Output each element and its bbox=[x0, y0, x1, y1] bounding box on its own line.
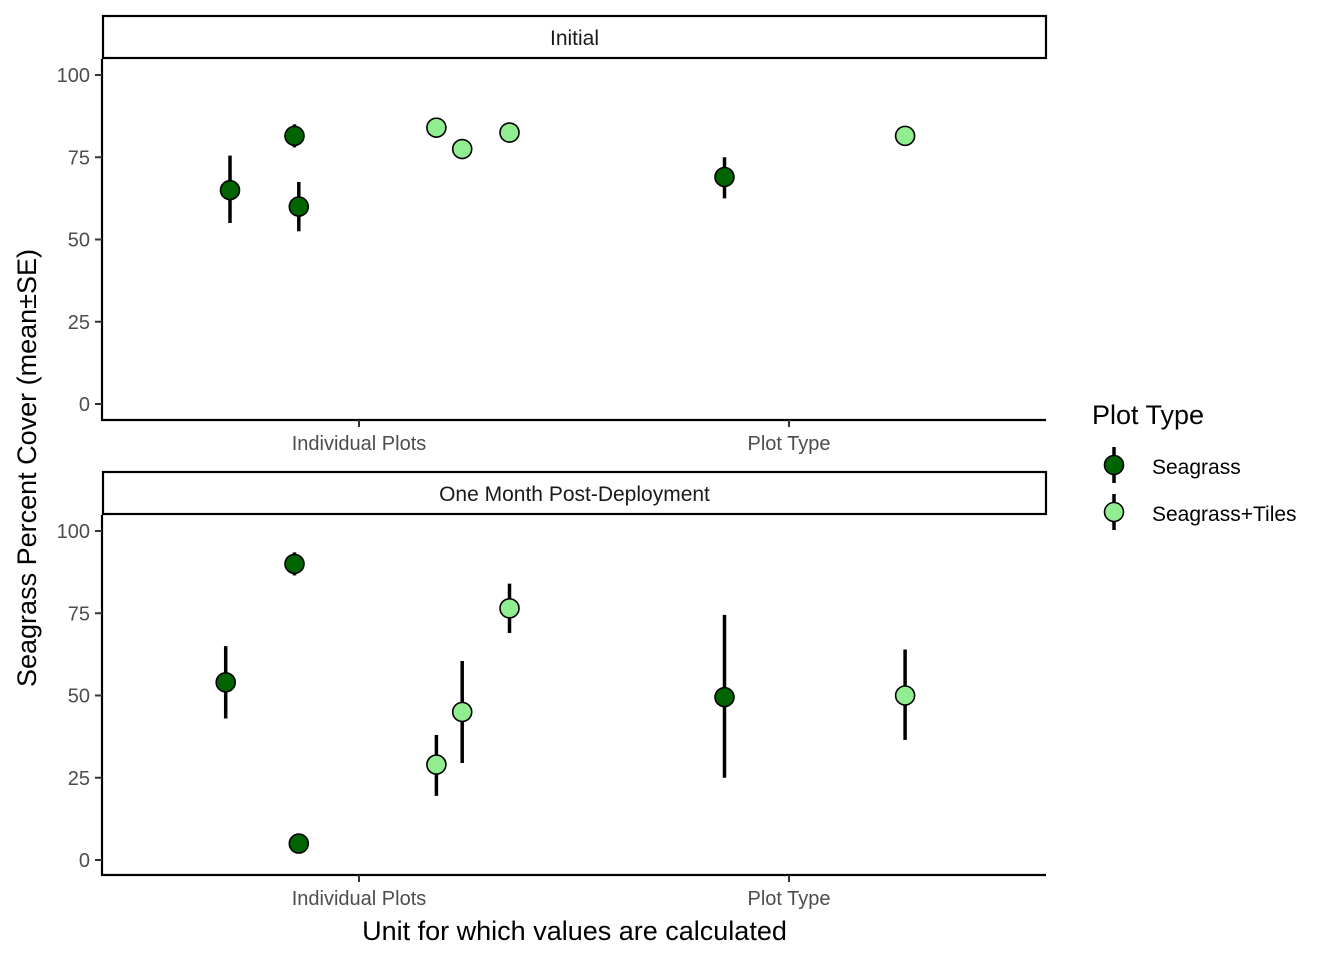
data-point-seagrass-tiles bbox=[894, 125, 916, 147]
y-tick-label: 75 bbox=[68, 603, 90, 625]
data-point-seagrass-tiles bbox=[499, 122, 520, 143]
y-tick-label: 0 bbox=[79, 394, 90, 416]
facet-strip-initial bbox=[101, 14, 1048, 60]
y-axis-title: Seagrass Percent Cover (mean±SE) bbox=[12, 249, 42, 687]
data-point-seagrass bbox=[215, 672, 236, 693]
data-point-seagrass-tiles bbox=[426, 117, 447, 138]
x-tick-label-plot-type: Plot Type bbox=[747, 433, 830, 455]
data-point-seagrass-tiles bbox=[426, 754, 447, 775]
data-point-seagrass bbox=[219, 179, 241, 201]
y-tick-label: 50 bbox=[68, 230, 90, 252]
facet-title-initial: Initial bbox=[550, 27, 599, 50]
y-tick-label: 100 bbox=[57, 521, 90, 543]
legend-key-seagrass-tiles bbox=[1103, 501, 1125, 523]
legend-label-seagrass: Seagrass bbox=[1152, 456, 1241, 479]
data-point-seagrass bbox=[284, 553, 305, 575]
data-point-seagrass-tiles bbox=[451, 138, 473, 160]
x-tick-label-plot-type: Plot Type bbox=[747, 888, 830, 910]
data-point-seagrass-tiles bbox=[894, 685, 916, 706]
y-tick-label: 75 bbox=[68, 147, 90, 169]
facet-panel-one-month: 0 25 50 75 100 Individual Plots Plot Type bbox=[57, 515, 1046, 910]
y-tick-label: 100 bbox=[57, 65, 90, 87]
facet-strip-one-month bbox=[101, 470, 1048, 516]
legend-key-seagrass bbox=[1103, 454, 1125, 476]
facet-title-one-month: One Month Post-Deployment bbox=[439, 483, 710, 506]
data-point-seagrass bbox=[714, 166, 735, 188]
y-tick-label: 50 bbox=[68, 686, 90, 708]
legend: Plot Type Seagrass Seagrass+Tiles bbox=[1092, 400, 1297, 530]
y-tick-label: 25 bbox=[68, 768, 90, 790]
y-tick-label: 25 bbox=[68, 312, 90, 334]
data-point-seagrass bbox=[288, 196, 310, 217]
legend-title: Plot Type bbox=[1092, 400, 1204, 430]
x-tick-label-individual-plots: Individual Plots bbox=[292, 888, 427, 910]
data-point-seagrass-tiles bbox=[499, 598, 520, 619]
data-point-seagrass bbox=[714, 686, 735, 708]
data-point-seagrass bbox=[284, 125, 305, 147]
y-tick-label: 0 bbox=[79, 850, 90, 872]
legend-label-seagrass-tiles: Seagrass+Tiles bbox=[1152, 503, 1297, 526]
x-tick-label-individual-plots: Individual Plots bbox=[292, 433, 427, 455]
data-point-seagrass bbox=[288, 833, 310, 854]
x-axis-title: Unit for which values are calculated bbox=[362, 916, 787, 946]
facet-panel-initial: 0 25 50 75 100 Individual Plots Plot Type bbox=[57, 59, 1046, 455]
data-point-seagrass-tiles bbox=[451, 701, 473, 723]
